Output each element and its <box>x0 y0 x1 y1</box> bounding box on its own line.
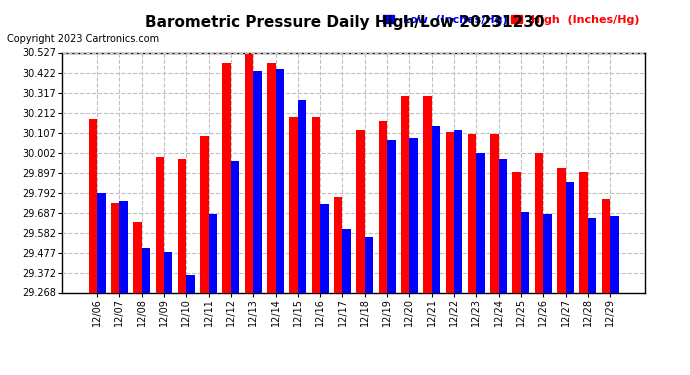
Bar <box>289 117 298 292</box>
Bar <box>610 216 619 292</box>
Bar <box>245 54 253 292</box>
Bar <box>409 138 418 292</box>
Bar <box>312 117 320 292</box>
Bar <box>155 157 164 292</box>
Bar <box>141 248 150 292</box>
Bar <box>133 222 141 292</box>
Bar <box>253 71 262 292</box>
Bar <box>365 237 373 292</box>
Bar <box>200 136 208 292</box>
Bar <box>186 275 195 292</box>
Bar <box>580 172 588 292</box>
Bar <box>97 193 106 292</box>
Bar <box>476 153 485 292</box>
Bar <box>275 69 284 292</box>
Bar <box>298 100 306 292</box>
Bar <box>387 140 395 292</box>
Bar <box>432 126 440 292</box>
Bar <box>88 118 97 292</box>
Bar <box>119 201 128 292</box>
Bar <box>320 204 328 292</box>
Bar <box>446 132 454 292</box>
Bar <box>588 218 596 292</box>
Text: Barometric Pressure Daily High/Low 20231230: Barometric Pressure Daily High/Low 20231… <box>145 15 545 30</box>
Bar <box>566 182 574 292</box>
Bar <box>222 63 231 292</box>
Bar <box>334 197 342 292</box>
Bar <box>401 96 409 292</box>
Bar <box>602 199 610 292</box>
Legend: Low  (Inches/Hg), High  (Inches/Hg): Low (Inches/Hg), High (Inches/Hg) <box>383 15 640 25</box>
Bar <box>231 160 239 292</box>
Bar <box>454 130 462 292</box>
Bar <box>164 252 172 292</box>
Bar <box>356 130 365 292</box>
Bar <box>178 159 186 292</box>
Bar <box>208 214 217 292</box>
Bar <box>499 159 507 292</box>
Bar <box>535 153 543 292</box>
Bar <box>423 96 432 292</box>
Bar <box>379 120 387 292</box>
Bar <box>521 212 529 292</box>
Bar <box>468 134 476 292</box>
Bar <box>513 172 521 292</box>
Bar <box>543 214 552 292</box>
Text: Copyright 2023 Cartronics.com: Copyright 2023 Cartronics.com <box>7 34 159 44</box>
Bar <box>267 63 275 292</box>
Bar <box>557 168 566 292</box>
Bar <box>490 134 499 292</box>
Bar <box>342 229 351 292</box>
Bar <box>111 202 119 292</box>
